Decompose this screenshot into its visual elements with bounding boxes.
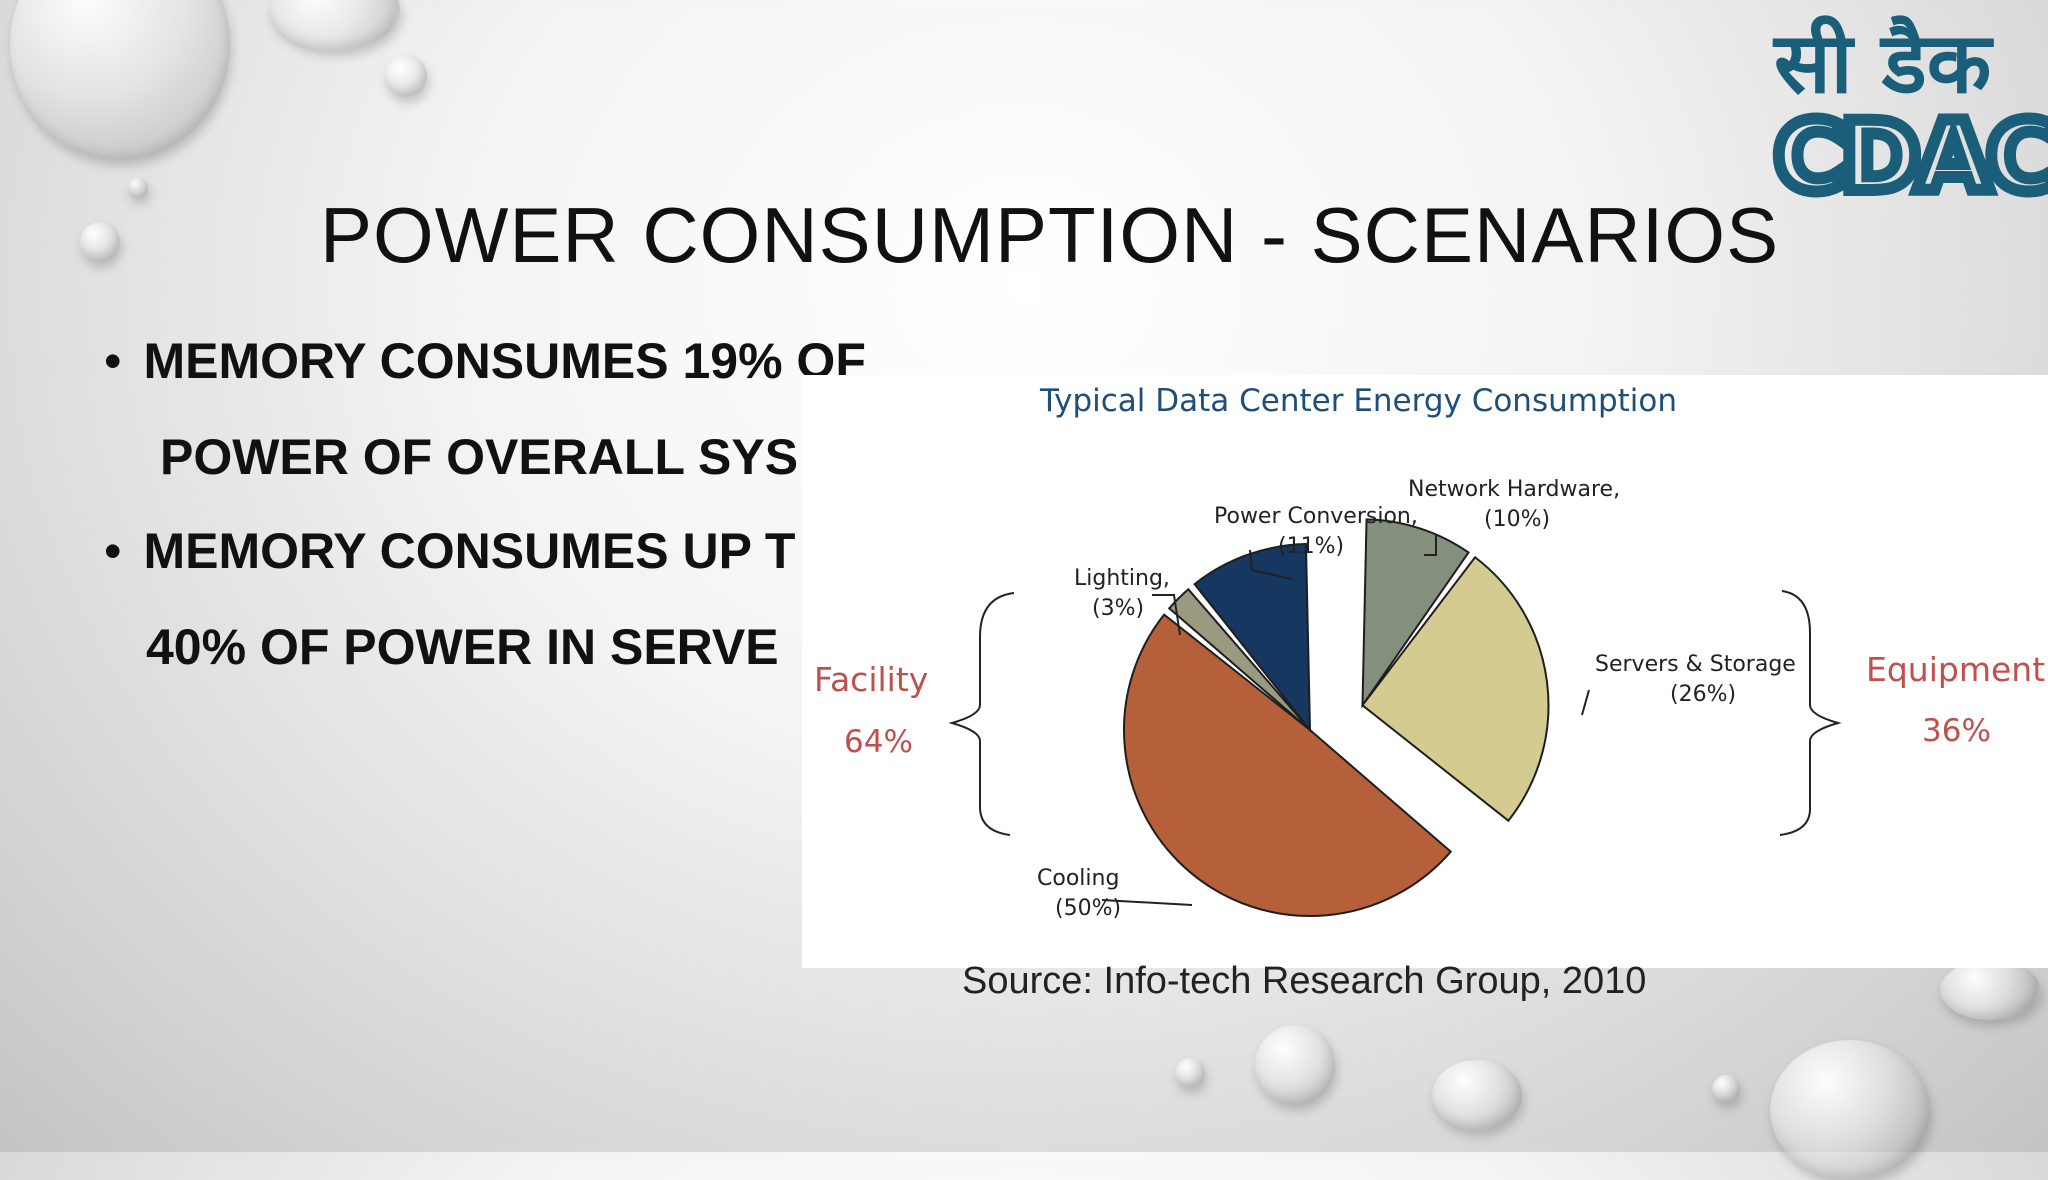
group-facility-pct: 64%	[844, 724, 913, 760]
slice-label: Lighting,	[1074, 566, 1170, 591]
slice-percent-label: (50%)	[1055, 896, 1121, 921]
group-facility-name: Facility	[814, 660, 928, 699]
bullet-1-line-2: POWER OF OVERALL SYS	[160, 429, 799, 485]
source-caption: Source: Info-tech Research Group, 2010	[962, 960, 1647, 1002]
pie-slice-servers-storage	[1361, 555, 1550, 823]
water-droplet	[1940, 960, 2040, 1020]
group-equipment-pct: 36%	[1922, 713, 1991, 749]
water-droplet	[1175, 1058, 1205, 1088]
logo-latin-text: CDAC	[1774, 101, 2048, 200]
bullet-2-line-1: • MEMORY CONSUMES UP T	[104, 523, 796, 579]
bullet-dot: •	[104, 523, 122, 579]
slice-label: Network Hardware,	[1408, 477, 1620, 502]
bullet-dot: •	[104, 333, 122, 389]
bullet-1-line-1: • MEMORY CONSUMES 19% OF	[104, 333, 866, 389]
slice-label: Cooling	[1037, 866, 1119, 891]
water-droplet	[1770, 1040, 1930, 1180]
chart-panel: Typical Data Center Energy Consumption N…	[802, 375, 2048, 968]
water-droplet	[10, 0, 230, 160]
slice-percent-label: (3%)	[1092, 596, 1144, 621]
bullet-2-line-2: 40% OF POWER IN SERVE	[146, 619, 779, 675]
water-droplet	[1712, 1075, 1740, 1103]
pie-slice-network-hardware	[1361, 518, 1470, 709]
leader-line	[1581, 689, 1590, 716]
slice-percent-label: (10%)	[1484, 507, 1550, 532]
water-droplet	[1432, 1060, 1522, 1130]
page-title: POWER CONSUMPTION - SCENARIOS	[320, 191, 1780, 279]
water-droplet	[270, 0, 400, 50]
water-droplet	[385, 55, 427, 97]
slice-label: Power Conversion,	[1214, 504, 1418, 529]
group-equipment-name: Equipment	[1866, 650, 2045, 689]
water-droplet	[128, 178, 148, 198]
leader-line	[1152, 594, 1181, 636]
pie-slice-lighting	[1167, 587, 1311, 731]
water-droplet	[80, 222, 120, 262]
pie-slice-power-conversion	[1193, 543, 1312, 733]
slice-percent-label: (11%)	[1278, 534, 1344, 559]
leader-line	[1101, 899, 1193, 906]
equipment-brace	[1779, 590, 1842, 836]
facility-brace	[948, 592, 1015, 836]
pie-chart: Typical Data Center Energy Consumption N…	[814, 383, 2045, 921]
chart-title: Typical Data Center Energy Consumption	[1039, 383, 1677, 419]
slice-label: Servers & Storage	[1595, 652, 1796, 677]
water-droplet	[1255, 1025, 1335, 1105]
leader-line	[1424, 535, 1437, 556]
pie-slice-cooling	[1122, 613, 1453, 917]
slice-percent-label: (26%)	[1670, 682, 1736, 707]
cdac-logo: सी डैक CDAC	[1770, 14, 2048, 200]
logo-hindi-text: सी डैक	[1772, 14, 1995, 112]
leader-line	[1249, 549, 1293, 580]
